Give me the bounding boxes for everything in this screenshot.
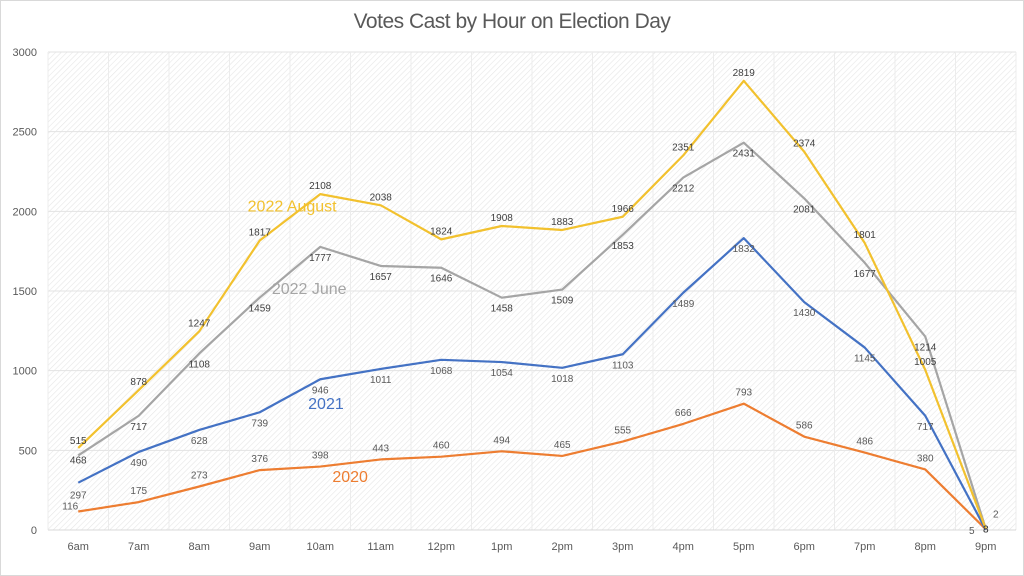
data-label: 1430 [793,308,816,319]
data-label: 1966 [612,204,635,215]
data-label: 666 [675,408,692,419]
x-tick-label: 9pm [975,541,996,553]
data-label: 1853 [612,241,635,252]
data-label: 494 [493,435,510,446]
x-tick-label: 9am [249,541,270,553]
series-line-2020 [78,402,987,530]
data-label: 1068 [430,366,453,377]
data-label: 468 [70,455,87,466]
data-label: 273 [191,471,208,482]
data-label: 1908 [491,213,514,224]
data-label: 1011 [370,375,392,386]
y-tick-label: 0 [31,525,37,537]
data-label: 586 [796,421,813,432]
data-label: 2 [993,510,999,521]
data-label: 1646 [430,274,453,285]
x-tick-label: 7pm [854,541,875,553]
data-label: 1145 [854,354,876,365]
x-tick-label: 2pm [552,541,573,553]
data-label: 1509 [551,296,574,307]
data-label: 1777 [309,253,332,264]
data-label: 555 [614,426,631,437]
data-label: 490 [130,458,147,469]
data-label: 376 [251,454,268,465]
data-label: 1657 [370,272,393,283]
data-label: 465 [554,440,571,451]
x-tick-label: 11am [367,541,394,553]
data-label: 1054 [491,368,514,379]
data-label: 8 [983,525,989,536]
data-label: 1801 [854,230,877,241]
data-label: 175 [130,486,147,497]
x-tick-label: 8pm [915,541,936,553]
series-name-label: 2021 [308,396,344,413]
data-label: 946 [312,385,329,396]
data-label: 1677 [854,269,877,280]
series-line-2022-august [77,79,987,530]
y-tick-label: 500 [19,445,37,457]
data-label: 2351 [672,142,695,153]
data-label: 8 [983,525,989,536]
data-label: 398 [312,451,329,462]
data-label: 515 [70,436,87,447]
data-label: 793 [735,388,752,399]
data-label: 116 [62,502,78,513]
data-label: 1247 [188,318,211,329]
data-label: 460 [433,441,450,452]
data-label: 2819 [733,68,756,79]
data-label: 2431 [733,149,756,160]
x-tick-label: 6am [68,541,89,553]
x-tick-label: 7am [128,541,149,553]
x-tick-label: 12pm [427,541,455,553]
data-label: 878 [130,377,147,388]
chart-title: Votes Cast by Hour on Election Day [353,10,671,33]
data-label: 1817 [249,227,272,238]
data-label: 2081 [793,204,816,215]
data-label: 443 [372,443,389,454]
series-line-2022-june [77,141,987,530]
series-name-label: 2020 [332,469,368,486]
data-label: 717 [917,422,934,433]
x-tick-label: 3pm [612,541,633,553]
data-label: 1108 [188,359,210,370]
data-label: 1458 [491,304,514,315]
data-label: 739 [251,418,268,429]
data-label: 1214 [914,343,937,354]
x-tick-label: 5pm [733,541,754,553]
y-tick-label: 1500 [13,286,37,298]
y-tick-label: 1000 [13,366,37,378]
data-label: 486 [856,437,873,448]
x-tick-label: 6pm [794,541,815,553]
data-label: 2212 [672,184,695,195]
series-name-label: 2022 June [272,281,347,298]
data-label: 2038 [370,192,393,203]
y-tick-label: 2000 [13,206,37,218]
data-label: 1832 [733,244,756,255]
x-tick-label: 4pm [673,541,694,553]
series-line-2021 [77,237,987,531]
data-label: 1459 [249,304,272,315]
data-label: 1018 [551,374,574,385]
data-label: 1824 [430,226,453,237]
data-label: 717 [130,422,147,433]
x-tick-label: 8am [189,541,210,553]
data-label: 380 [917,453,934,464]
data-label: 297 [70,491,87,502]
data-label: 628 [191,436,208,447]
y-tick-label: 3000 [13,47,37,59]
data-label: 2108 [309,181,332,192]
data-label: 1103 [612,360,634,371]
data-label: 1005 [914,357,937,368]
series-name-label: 2022 August [248,198,338,215]
data-label: 5 [969,526,975,537]
x-tick-label: 1pm [491,541,512,553]
data-label: 2374 [793,139,816,150]
y-tick-label: 2500 [13,127,37,139]
data-label: 1883 [551,217,574,228]
data-label: 1489 [672,299,695,310]
x-tick-label: 10am [306,541,334,553]
